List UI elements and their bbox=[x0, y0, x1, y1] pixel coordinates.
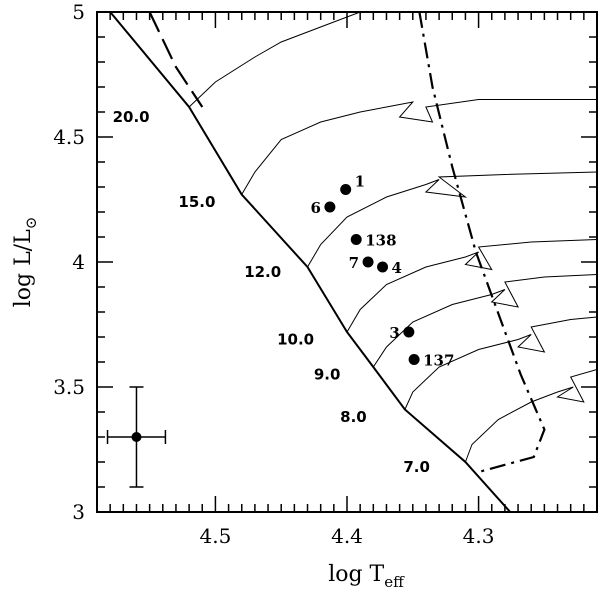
x-tick-label: 4.3 bbox=[463, 524, 495, 548]
error-bar-point bbox=[131, 432, 142, 442]
star-point-4 bbox=[377, 261, 389, 273]
star-label-3: 3 bbox=[389, 324, 399, 342]
mass-track-7.0 bbox=[464, 369, 597, 463]
mass-label-15.0: 15.0 bbox=[178, 193, 215, 211]
y-axis-label: log L/L⊙ bbox=[11, 217, 40, 308]
mass-label-9.0: 9.0 bbox=[314, 366, 341, 384]
mass-track-20.0 bbox=[188, 12, 361, 108]
y-tick-label: 4 bbox=[72, 250, 85, 274]
mass-label-12.0: 12.0 bbox=[244, 263, 281, 281]
star-point-7 bbox=[362, 256, 374, 268]
star-label-7: 7 bbox=[349, 254, 359, 272]
y-tick-label: 5 bbox=[72, 0, 85, 24]
mass-track-12.0 bbox=[307, 171, 597, 268]
star-point-138 bbox=[350, 234, 362, 245]
star-label-1: 1 bbox=[355, 173, 365, 191]
star-label-6: 6 bbox=[310, 199, 320, 217]
star-point-3 bbox=[403, 326, 415, 338]
star-label-137: 137 bbox=[423, 352, 454, 370]
x-axis-label: log Teff bbox=[328, 562, 405, 591]
star-point-1 bbox=[340, 184, 352, 195]
plot-content: 20.0 15.0 12.0 10.09.0 8.0 7.0 1 6 138 7 4 3 137 bbox=[106, 12, 597, 512]
star-label-4: 4 bbox=[392, 259, 402, 277]
mass-track-15.0 bbox=[241, 99, 597, 195]
mass-label-10.0: 10.0 bbox=[277, 331, 314, 349]
axis-ticks: 4.5 4.4 4.3 3 3.5 4 4.5 5 bbox=[53, 0, 598, 548]
mass-label-7.0: 7.0 bbox=[403, 458, 430, 476]
star-point-137 bbox=[408, 354, 420, 365]
y-tick-label: 3 bbox=[72, 500, 85, 524]
star-point-6 bbox=[324, 201, 336, 213]
error-bar bbox=[106, 386, 167, 488]
dashdot-boundary-line bbox=[418, 12, 546, 474]
mass-track-8.0 bbox=[404, 316, 597, 410]
dashed-boundary-line bbox=[148, 12, 204, 108]
x-tick-label: 4.5 bbox=[200, 524, 232, 548]
mass-track-10.0 bbox=[346, 239, 597, 333]
mass-label-8.0: 8.0 bbox=[340, 408, 367, 426]
x-tick-label: 4.4 bbox=[331, 524, 363, 548]
y-tick-label: 4.5 bbox=[53, 125, 85, 149]
star-label-138: 138 bbox=[365, 232, 396, 250]
y-tick-label: 3.5 bbox=[53, 375, 85, 399]
mass-label-20.0: 20.0 bbox=[113, 108, 150, 126]
